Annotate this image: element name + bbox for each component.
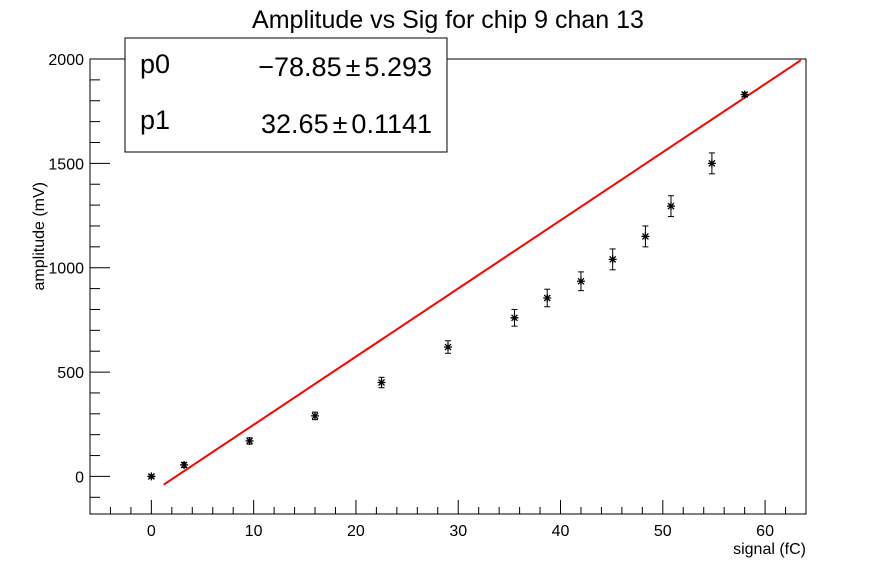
x-axis-label: signal (fC): [733, 541, 806, 558]
data-point: [444, 340, 452, 354]
asterisk-marker: [245, 436, 254, 445]
x-tick-label: 0: [147, 523, 156, 540]
stat-p0-value-line: −78.85 ±5.293: [258, 52, 432, 82]
x-tick-label: 10: [245, 523, 263, 540]
stat-p1-pm: ±: [333, 109, 348, 139]
chart-title: Amplitude vs Sig for chip 9 chan 13: [252, 6, 644, 34]
fit-stats-box: p0 −78.85 ±5.293 p1 32.65 ±0.1141: [124, 37, 448, 153]
stat-p0-value: −78.85: [258, 52, 341, 82]
data-point: [576, 271, 585, 292]
fit-line: [163, 59, 802, 486]
x-tick-label: 20: [347, 523, 365, 540]
asterisk-marker: [576, 277, 585, 286]
y-tick-label: 1500: [48, 156, 84, 173]
x-tick-label: 50: [654, 523, 672, 540]
asterisk-marker: [666, 202, 675, 211]
data-point: [377, 376, 386, 389]
stat-p0-error: 5.293: [364, 52, 432, 82]
x-tick-label: 30: [449, 523, 467, 540]
y-tick-label: 1000: [48, 261, 84, 278]
stat-p1-value: 32.65: [261, 109, 329, 139]
data-point: [180, 460, 189, 469]
data-point: [608, 248, 617, 271]
y-tick-label: 500: [57, 365, 84, 382]
asterisk-marker: [311, 411, 320, 420]
fit-line-layer: [163, 59, 802, 486]
y-axis: 0 500 1000 1500 2000: [48, 52, 110, 498]
data-point: [147, 472, 156, 481]
x-tick-label: 40: [552, 523, 570, 540]
stat-p1-error: 0.1141: [351, 109, 432, 139]
stat-p1-name: p1: [140, 105, 170, 135]
stat-p1-value-line: 32.65 ±0.1141: [261, 109, 432, 139]
data-points-layer: [147, 90, 749, 481]
asterisk-marker: [180, 460, 189, 469]
asterisk-marker: [444, 343, 452, 352]
asterisk-marker: [707, 159, 716, 168]
data-point: [740, 90, 749, 99]
stat-p0-name: p0: [140, 49, 170, 79]
y-axis-label: amplitude (mV): [31, 182, 48, 290]
asterisk-marker: [641, 232, 650, 241]
data-point: [641, 225, 650, 248]
plot-frame: [89, 58, 807, 515]
asterisk-marker: [740, 90, 749, 99]
data-point: [245, 436, 254, 445]
data-point: [666, 195, 675, 218]
y-tick-label: 2000: [48, 52, 84, 69]
x-axis: 0 10 20 30 40 50 60: [89, 500, 807, 540]
data-point: [543, 288, 552, 308]
stats-box-frame: [124, 37, 448, 153]
asterisk-marker: [543, 293, 552, 302]
asterisk-marker: [147, 472, 156, 481]
asterisk-marker: [377, 378, 386, 387]
x-tick-label: 60: [756, 523, 774, 540]
data-point: [311, 411, 320, 421]
y-tick-label: 0: [75, 469, 84, 486]
stat-p0-pm: ±: [346, 52, 361, 82]
data-point: [707, 152, 716, 175]
data-point: [510, 308, 519, 327]
asterisk-marker: [608, 255, 617, 264]
asterisk-marker: [510, 313, 519, 322]
